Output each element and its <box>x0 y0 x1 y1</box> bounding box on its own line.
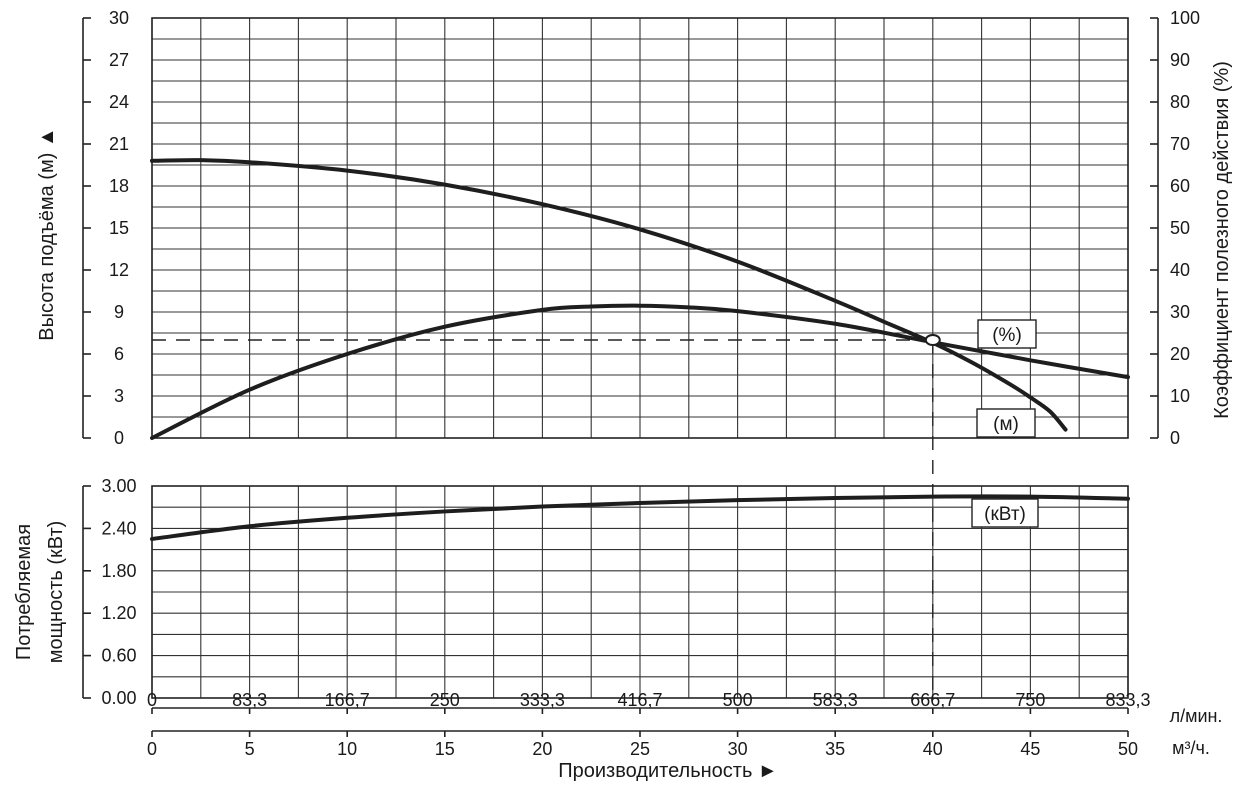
power-curve <box>150 494 1130 541</box>
flow-lpm-unit: л/мин. <box>1170 706 1223 726</box>
flow-lpm-tick-label: 166,7 <box>325 690 370 710</box>
efficiency-tick-label: 70 <box>1170 134 1190 154</box>
flow-lpm-tick-label: 583,3 <box>813 690 858 710</box>
head-curve-label-box <box>976 408 1036 438</box>
efficiency-tick-label: 20 <box>1170 344 1190 364</box>
head-tick-label: 6 <box>114 344 124 364</box>
flow-m3h-tick-label: 15 <box>435 739 455 759</box>
flow-lpm-tick-label: 500 <box>723 690 753 710</box>
power-axis-title-line2: мощность (кВт) <box>45 521 67 664</box>
lower-frame <box>151 485 1129 699</box>
power-axis-title-line1: Потребляемая <box>13 524 35 660</box>
flow-axis-title: Производительность ► <box>558 760 777 782</box>
flow-lpm-tick-label: 0 <box>147 690 157 710</box>
flow-m3h-unit: м³/ч. <box>1172 738 1210 758</box>
head-tick-label: 0 <box>114 428 124 448</box>
flow-m3h-tick-label: 45 <box>1020 739 1040 759</box>
flow-m3h-tick-label: 50 <box>1118 739 1138 759</box>
upper-frame <box>151 17 1129 439</box>
upper-grid <box>151 17 1129 439</box>
flow-lpm-tick-label: 833,3 <box>1105 690 1150 710</box>
power-tick-label: 2.40 <box>101 518 136 538</box>
efficiency-curve-label-box <box>977 319 1037 349</box>
power-curve-label: (кВт) <box>984 504 1026 525</box>
efficiency-tick-label: 10 <box>1170 386 1190 406</box>
efficiency-tick-label: 90 <box>1170 50 1190 70</box>
flow-m3h-tick-label: 20 <box>532 739 552 759</box>
efficiency-tick-label: 50 <box>1170 218 1190 238</box>
flow-lpm-tick-label: 83,3 <box>232 690 267 710</box>
flow-lpm-tick-label: 333,3 <box>520 690 565 710</box>
head-axis-title: Высота подъёма (м) ▲ <box>36 127 58 340</box>
power-tick-label: 1.20 <box>101 603 136 623</box>
efficiency-tick-label: 30 <box>1170 302 1190 322</box>
flow-m3h-tick-label: 40 <box>923 739 943 759</box>
efficiency-tick-label: 60 <box>1170 176 1190 196</box>
flow-lpm-tick-label: 750 <box>1015 690 1045 710</box>
efficiency-tick-label: 100 <box>1170 8 1200 28</box>
efficiency-axis-title: Коэффициент полезного действия (%) <box>1211 61 1233 419</box>
curve-labels: (%) (м) (кВт) <box>971 319 1039 528</box>
flow-m3h-tick-label: 25 <box>630 739 650 759</box>
head-curve <box>150 158 1068 432</box>
flow-lpm-tick-label: 416,7 <box>617 690 662 710</box>
flow-lpm-tick-label: 666,7 <box>910 690 955 710</box>
head-tick-label: 9 <box>114 302 124 322</box>
flow-m3h-tick-label: 30 <box>728 739 748 759</box>
head-curve-label: (м) <box>993 414 1019 435</box>
operating-point-marker <box>924 334 941 346</box>
head-tick-label: 27 <box>109 50 129 70</box>
power-tick-label: 3.00 <box>101 476 136 496</box>
head-tick-label: 24 <box>109 92 129 112</box>
head-tick-label: 3 <box>114 386 124 406</box>
efficiency-curve-label: (%) <box>992 325 1022 346</box>
power-tick-label: 0.00 <box>101 688 136 708</box>
head-tick-label: 15 <box>109 218 129 238</box>
power-tick-label: 0.60 <box>101 646 136 666</box>
curves <box>150 158 1130 698</box>
flow-m3h-tick-label: 5 <box>245 739 255 759</box>
power-curve-label-box <box>971 498 1039 528</box>
head-tick-label: 30 <box>109 8 129 28</box>
flow-m3h-tick-label: 0 <box>147 739 157 759</box>
efficiency-tick-label: 0 <box>1170 428 1180 448</box>
head-tick-label: 21 <box>109 134 129 154</box>
head-tick-label: 12 <box>109 260 129 280</box>
flow-m3h-tick-label: 10 <box>337 739 357 759</box>
flow-lpm-tick-label: 250 <box>430 690 460 710</box>
head-tick-label: 18 <box>109 176 129 196</box>
efficiency-tick-label: 80 <box>1170 92 1190 112</box>
axes: 0 3 6 9 12 15 18 21 24 27 30 Высота подъёма (м) ▲ 0 1… <box>13 8 1233 782</box>
flow-m3h-tick-label: 35 <box>825 739 845 759</box>
power-tick-label: 1.80 <box>101 561 136 581</box>
efficiency-tick-label: 40 <box>1170 260 1190 280</box>
